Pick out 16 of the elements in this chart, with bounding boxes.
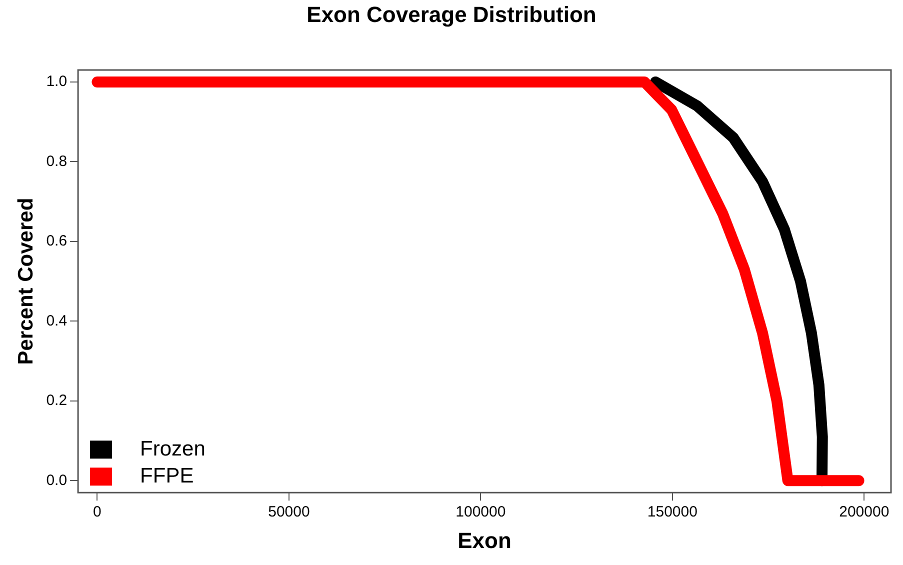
y-axis-title: Percent Covered: [14, 198, 38, 365]
y-tick-label: 0.8: [46, 152, 68, 170]
x-tick-label: 100000: [456, 504, 506, 521]
legend-label: Frozen: [140, 437, 206, 460]
x-tick-label: 150000: [647, 504, 698, 521]
y-tick-label: 0.2: [46, 392, 68, 410]
y-tick-label: 1.0: [46, 73, 68, 90]
legend-label: FFPE: [140, 464, 194, 488]
x-axis-title: Exon: [458, 528, 512, 553]
x-tick-label: 50000: [268, 504, 310, 521]
x-tick-label: 200000: [839, 504, 890, 521]
chart-title: Exon Coverage Distribution: [306, 2, 598, 28]
y-tick-label: 0.6: [46, 232, 68, 250]
y-tick-label: 0.0: [46, 472, 68, 489]
y-tick-label: 0.4: [46, 312, 68, 330]
x-tick-label: 0: [93, 504, 102, 521]
